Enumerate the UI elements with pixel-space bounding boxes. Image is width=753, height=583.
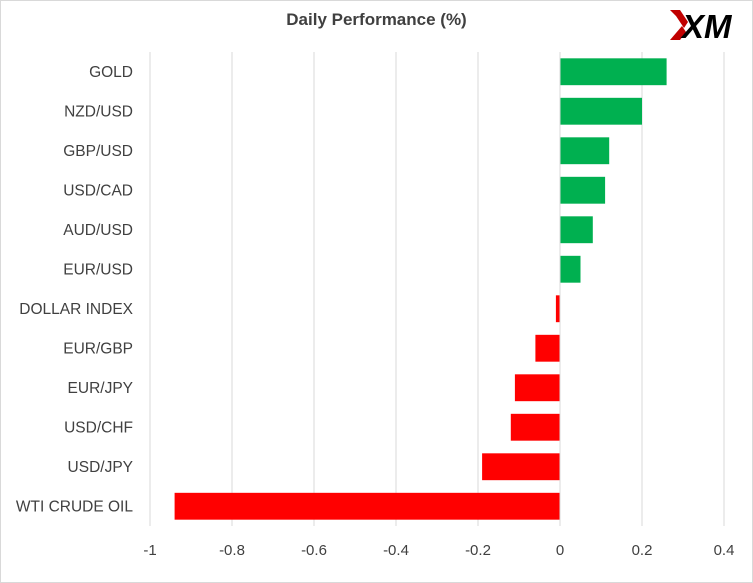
category-label: NZD/USD — [64, 103, 133, 120]
bar-usd-cad — [560, 176, 606, 204]
category-label: GOLD — [89, 64, 133, 81]
bar-dollar-index — [555, 295, 560, 323]
x-tick-label: -0.8 — [219, 542, 245, 559]
category-label: DOLLAR INDEX — [19, 301, 133, 318]
x-tick-label: -1 — [143, 542, 156, 559]
bar-gold — [560, 58, 667, 86]
chart-title: Daily Performance (%) — [286, 10, 467, 29]
bar-eur-gbp — [535, 334, 560, 362]
category-label: USD/CAD — [63, 182, 133, 199]
category-label: EUR/JPY — [68, 380, 133, 397]
category-label: USD/JPY — [68, 459, 133, 476]
x-tick-label: 0 — [556, 542, 564, 559]
x-tick-label: 0.2 — [632, 542, 653, 559]
category-labels: GOLD NZD/USD GBP/USD USD/CAD AUD/USD EUR/USD D… — [16, 64, 134, 516]
bars — [174, 58, 667, 520]
x-tick-labels: -1 -0.8 -0.6 -0.4 -0.2 0 0.2 0.4 — [143, 542, 734, 559]
xm-logo: XM — [670, 8, 733, 45]
x-tick-label: -0.2 — [465, 542, 491, 559]
category-label: USD/CHF — [64, 419, 133, 436]
bar-gbp-usd — [560, 137, 610, 165]
bar-usd-jpy — [482, 453, 560, 481]
category-label: WTI CRUDE OIL — [16, 498, 133, 515]
logo-text: XM — [680, 8, 733, 45]
bar-eur-usd — [560, 255, 581, 283]
x-tick-label: -0.6 — [301, 542, 327, 559]
bar-wti-crude-oil — [174, 492, 560, 520]
category-label: AUD/USD — [63, 222, 133, 239]
x-tick-label: -0.4 — [383, 542, 409, 559]
category-label: EUR/GBP — [63, 340, 133, 357]
bar-nzd-usd — [560, 97, 642, 125]
category-label: EUR/USD — [63, 261, 133, 278]
bar-usd-chf — [510, 413, 560, 441]
x-tick-label: 0.4 — [714, 542, 735, 559]
bar-eur-jpy — [514, 374, 560, 402]
bar-aud-usd — [560, 216, 593, 244]
gridlines — [149, 52, 725, 526]
category-label: GBP/USD — [63, 143, 133, 160]
